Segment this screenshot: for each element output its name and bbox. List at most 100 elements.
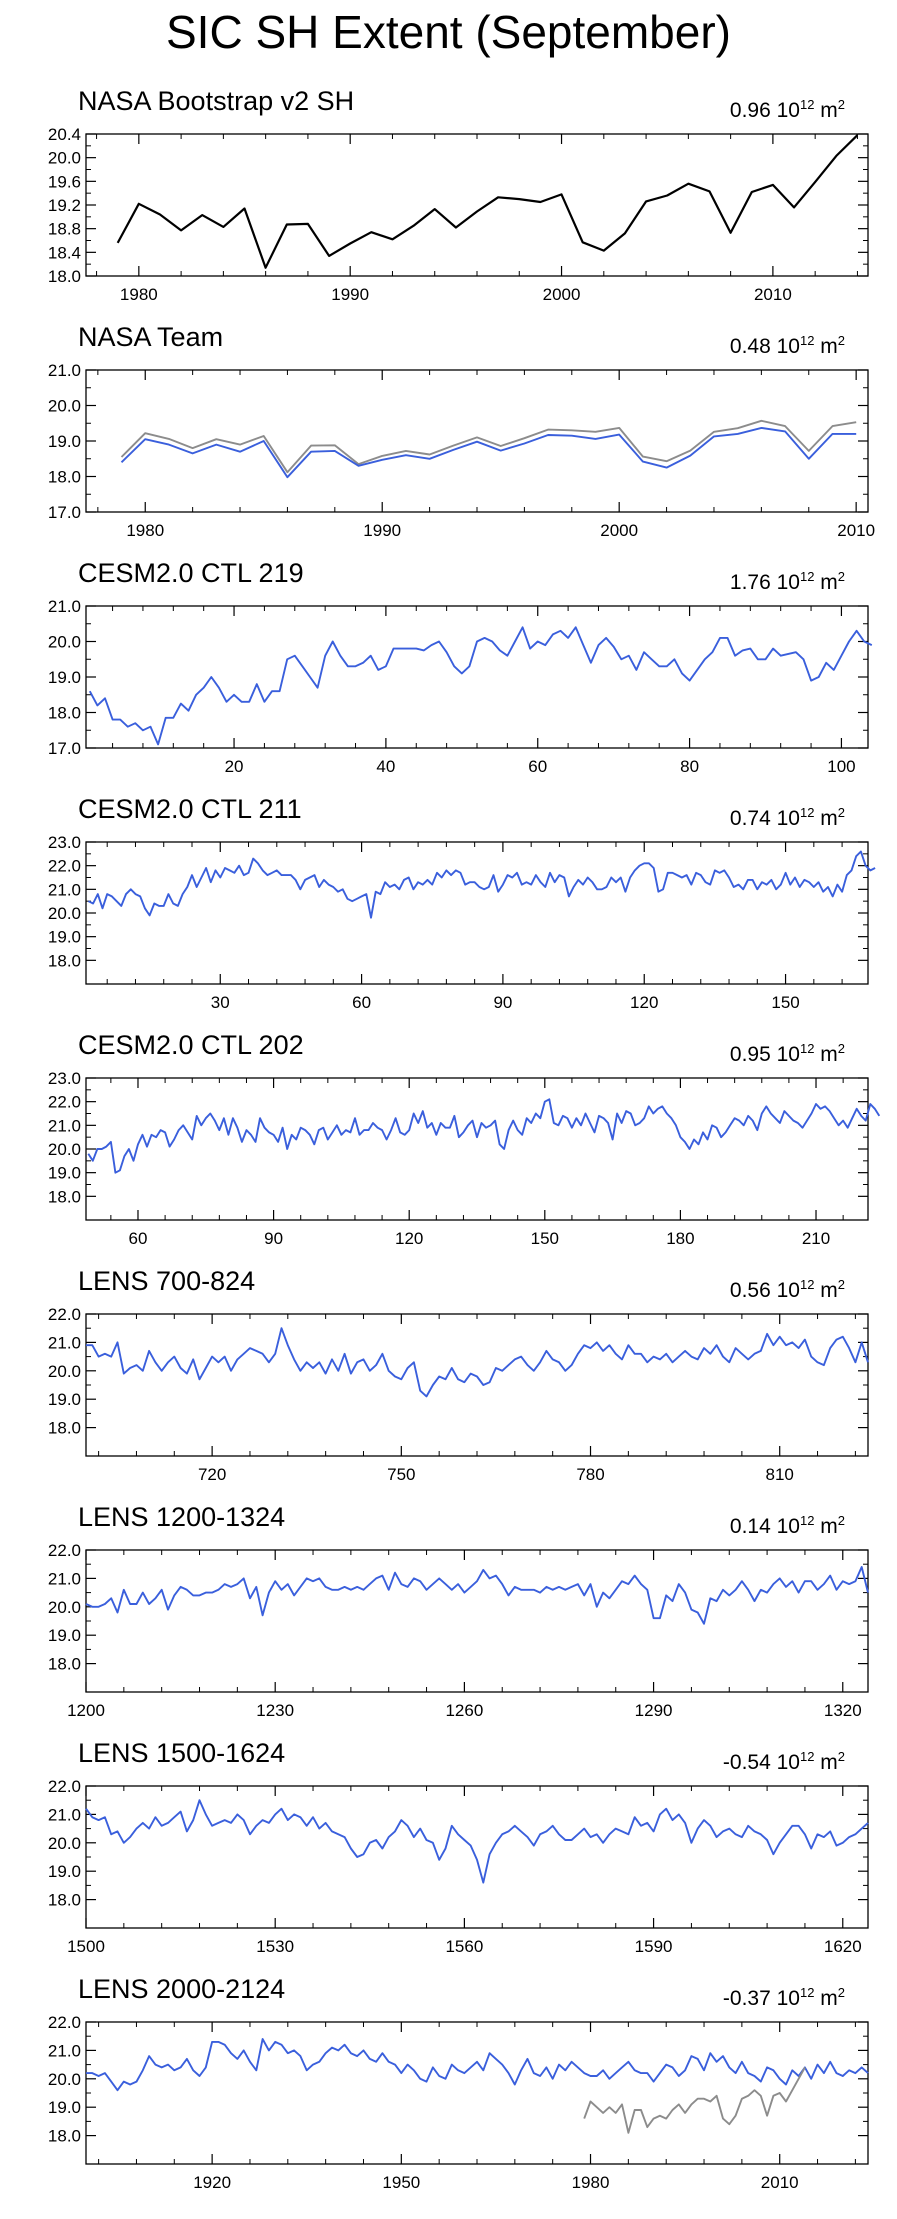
panel-title: LENS 1200-1324 — [78, 1502, 286, 1532]
x-tick-label: 720 — [198, 1465, 226, 1484]
y-tick-label: 17.0 — [48, 739, 81, 758]
panel-title: NASA Team — [78, 322, 224, 352]
y-tick-label: 23.0 — [48, 833, 81, 852]
y-tick-label: 19.0 — [48, 1164, 81, 1183]
trend-value: 0.95 1012 m2 — [729, 1041, 845, 1066]
y-tick-label: 20.0 — [48, 633, 81, 652]
x-tick-label: 1980 — [572, 2173, 610, 2192]
trend-value: -0.54 1012 m2 — [722, 1749, 845, 1774]
x-tick-label: 1980 — [120, 285, 158, 304]
x-tick-label: 1260 — [445, 1701, 483, 1720]
trend-value: 0.14 1012 m2 — [729, 1513, 845, 1538]
series-line — [87, 850, 876, 919]
y-tick-label: 18.0 — [48, 468, 81, 487]
chart-plot: 17.0 18.0 19.0 20.0 21.0 1980 1990 2000 2010 — [48, 361, 875, 540]
chart-plot: 18.0 19.0 20.0 21.0 22.0 1500 1530 1560 1590 1620 — [48, 1777, 869, 1956]
y-tick-label: 23.0 — [48, 1069, 81, 1088]
chart-plot: 18.0 19.0 20.0 21.0 22.0 1200 1230 1260 1290 1320 — [48, 1541, 869, 1720]
y-tick-label: 18.0 — [48, 1187, 81, 1206]
x-tick-label: 1230 — [256, 1701, 294, 1720]
chart-panel: LENS 700-824 0.56 1012 m2 18.0 19.0 20.0 21.0… — [0, 1266, 897, 1501]
y-tick-label: 22.0 — [48, 2013, 81, 2032]
x-tick-label: 2000 — [600, 521, 638, 540]
y-tick-label: 19.6 — [48, 172, 81, 191]
y-tick-label: 20.0 — [48, 149, 81, 168]
panel-title: CESM2.0 CTL 211 — [78, 794, 302, 824]
x-tick-label: 2010 — [837, 521, 875, 540]
chart-plot: 18.0 19.0 20.0 21.0 22.0 1920 1950 1980 2010 — [48, 2013, 869, 2192]
panel-title: CESM2.0 CTL 219 — [78, 558, 304, 588]
panel-title: CESM2.0 CTL 202 — [78, 1030, 304, 1060]
x-tick-label: 1500 — [67, 1937, 105, 1956]
x-tick-label: 20 — [225, 757, 244, 776]
chart-plot: 18.0 18.4 18.8 19.2 19.6 20.0 20.4 1980 1990 2000… — [48, 125, 869, 304]
y-tick-label: 20.0 — [48, 397, 81, 416]
x-tick-label: 1590 — [635, 1937, 673, 1956]
chart-plot: 17.0 18.0 19.0 20.0 21.0 20 40 60 80 100 — [48, 597, 873, 776]
panel-title: LENS 2000-2124 — [78, 1974, 286, 2004]
plot-frame — [85, 1077, 869, 1221]
y-tick-label: 22.0 — [48, 1541, 81, 1560]
y-tick-label: 21.0 — [48, 1333, 81, 1352]
y-tick-label: 22.0 — [48, 1777, 81, 1796]
x-tick-label: 40 — [376, 757, 395, 776]
x-tick-label: 750 — [387, 1465, 415, 1484]
x-tick-label: 2000 — [543, 285, 581, 304]
y-tick-label: 21.0 — [48, 1805, 81, 1824]
y-tick-label: 20.0 — [48, 1834, 81, 1853]
x-tick-label: 150 — [771, 993, 799, 1012]
y-tick-label: 22.0 — [48, 1093, 81, 1112]
x-tick-label: 210 — [802, 1229, 830, 1248]
series-line — [120, 419, 857, 474]
x-tick-label: 80 — [680, 757, 699, 776]
trend-value: -0.37 1012 m2 — [722, 1985, 845, 2010]
x-tick-label: 1560 — [445, 1937, 483, 1956]
y-tick-label: 18.0 — [48, 951, 81, 970]
x-tick-label: 60 — [129, 1229, 148, 1248]
y-tick-label: 19.0 — [48, 928, 81, 947]
plot-frame — [85, 133, 869, 277]
series-line — [116, 134, 859, 269]
x-tick-label: 1320 — [824, 1701, 862, 1720]
x-tick-label: 90 — [264, 1229, 283, 1248]
series-line — [85, 1799, 869, 1884]
y-tick-label: 19.0 — [48, 432, 81, 451]
plot-frame — [85, 1549, 869, 1693]
x-tick-label: 120 — [630, 993, 658, 1012]
y-tick-label: 18.0 — [48, 2127, 81, 2146]
y-tick-label: 19.0 — [48, 1862, 81, 1881]
y-tick-label: 19.0 — [48, 1390, 81, 1409]
x-tick-label: 2010 — [761, 2173, 799, 2192]
y-tick-label: 19.0 — [48, 668, 81, 687]
y-tick-label: 21.0 — [48, 1569, 81, 1588]
series-line — [86, 1327, 869, 1398]
x-tick-label: 100 — [827, 757, 855, 776]
x-tick-label: 810 — [766, 1465, 794, 1484]
chart-plot: 18.0 19.0 20.0 21.0 22.0 23.0 30 60 90 120 150 — [48, 833, 876, 1012]
chart-plot: 18.0 19.0 20.0 21.0 22.0 720 750 780 810 — [48, 1305, 869, 1484]
y-tick-label: 19.0 — [48, 1626, 81, 1645]
y-tick-label: 18.0 — [48, 1891, 81, 1910]
y-tick-label: 20.0 — [48, 2070, 81, 2089]
trend-value: 0.56 1012 m2 — [729, 1277, 845, 1302]
y-tick-label: 20.0 — [48, 1362, 81, 1381]
y-tick-label: 19.0 — [48, 2098, 81, 2117]
x-tick-label: 2010 — [754, 285, 792, 304]
series-line — [583, 2066, 806, 2134]
y-tick-label: 20.4 — [48, 125, 81, 144]
trend-value: 0.96 1012 m2 — [729, 97, 845, 122]
y-tick-label: 21.0 — [48, 361, 81, 380]
y-tick-label: 18.0 — [48, 1655, 81, 1674]
chart-panel: LENS 1200-1324 0.14 1012 m2 18.0 19.0 20.0 21… — [0, 1502, 897, 1737]
series-line — [85, 1566, 869, 1625]
x-tick-label: 60 — [528, 757, 547, 776]
plot-frame — [85, 605, 869, 749]
x-tick-label: 120 — [395, 1229, 423, 1248]
chart-panel: LENS 1500-1624 -0.54 1012 m2 18.0 19.0 20.0 2… — [0, 1738, 897, 1973]
panel-title: LENS 1500-1624 — [78, 1738, 286, 1768]
x-tick-label: 1950 — [382, 2173, 420, 2192]
x-tick-label: 1620 — [824, 1937, 862, 1956]
y-tick-label: 18.0 — [48, 267, 81, 286]
y-tick-label: 20.0 — [48, 904, 81, 923]
figure-title: SIC SH Extent (September) — [166, 6, 731, 58]
